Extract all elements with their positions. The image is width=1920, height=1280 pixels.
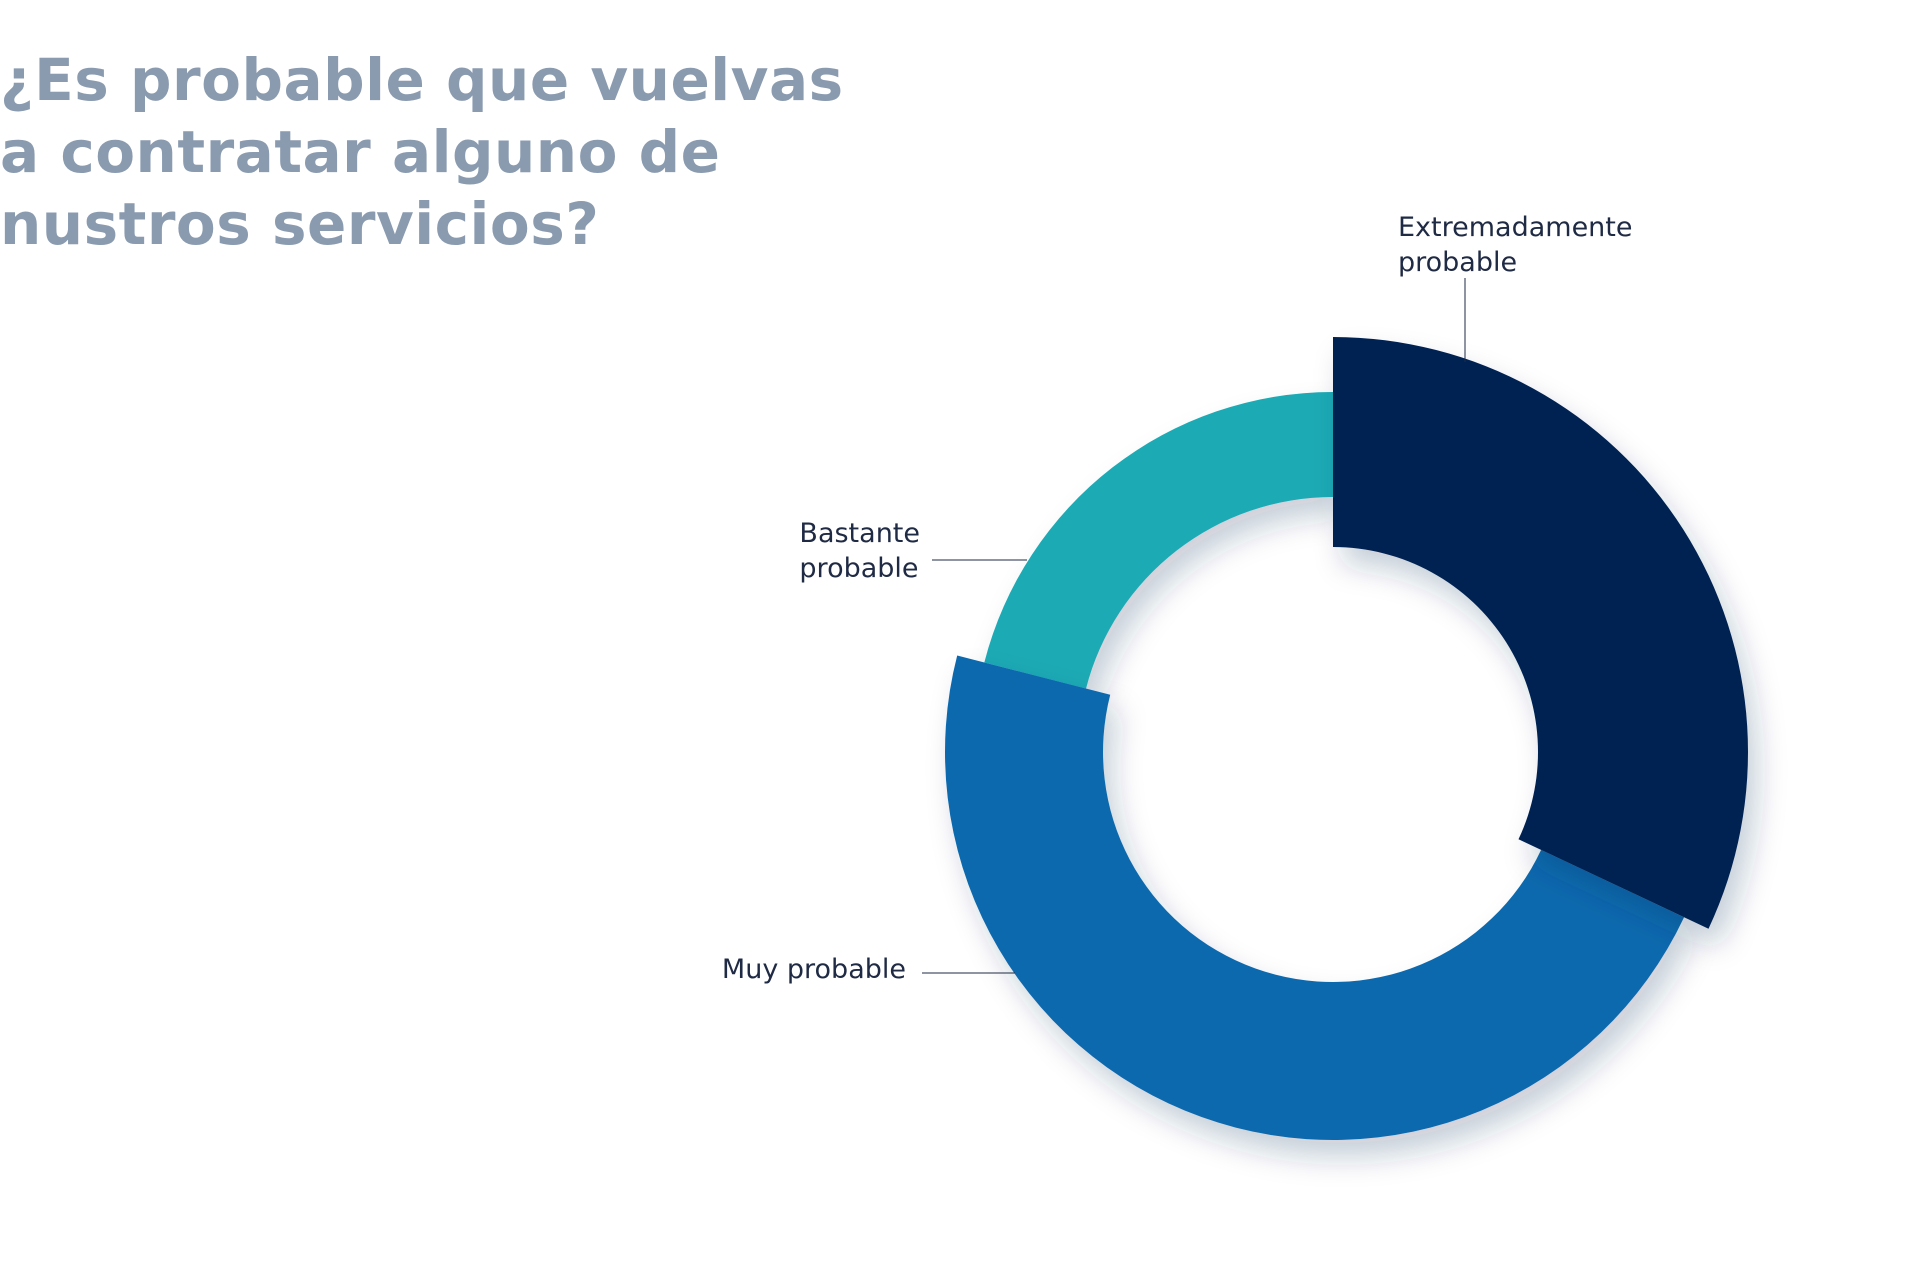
chart-title: ¿Es probable que vuelvas a contratar alg… bbox=[0, 46, 844, 258]
label-line: probable bbox=[1398, 247, 1517, 278]
label-bastante-probable: Bastante probable bbox=[799, 518, 920, 584]
slice-muy-probable bbox=[945, 655, 1685, 1141]
label-extremadamente-probable: Extremadamente probable bbox=[1398, 212, 1633, 278]
slice-extremadamente-probable bbox=[1333, 337, 1748, 929]
label-line: Muy probable bbox=[722, 954, 906, 985]
labels-layer: Extremadamente probable Muy probable Bastan… bbox=[722, 212, 1633, 985]
label-muy-probable: Muy probable bbox=[722, 954, 906, 985]
label-line: Extremadamente bbox=[1398, 212, 1633, 243]
slices-layer bbox=[945, 337, 1748, 1141]
label-line: probable bbox=[799, 553, 918, 584]
slice-bastante-probable bbox=[984, 392, 1333, 689]
label-line: Bastante bbox=[799, 518, 920, 549]
